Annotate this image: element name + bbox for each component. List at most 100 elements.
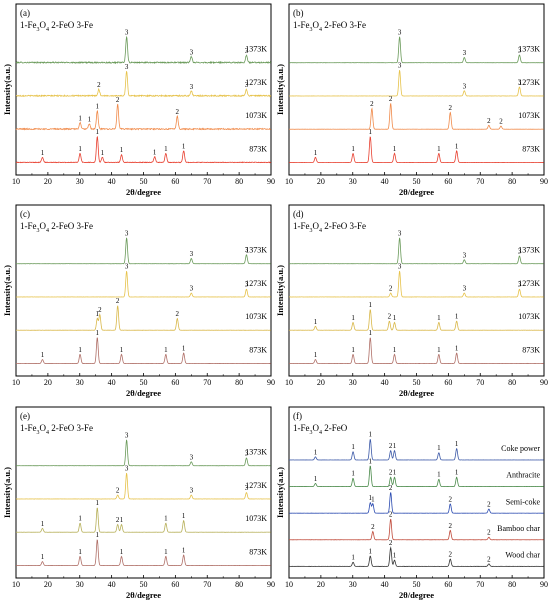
peak-label: 3 — [190, 83, 194, 91]
series-label: 873K — [249, 547, 267, 556]
x-tick-label: 70 — [476, 177, 484, 186]
peak-label: 3 — [398, 28, 402, 36]
x-tick-label: 90 — [267, 378, 275, 387]
peak-label: 1 — [437, 471, 441, 479]
peak-label: 3 — [518, 281, 522, 289]
series-label: Semi-coke — [506, 497, 541, 506]
x-tick-label: 90 — [540, 177, 548, 186]
x-tick-label: 30 — [76, 177, 84, 186]
peak-label: 1 — [369, 457, 373, 465]
series-line — [288, 518, 544, 541]
x-tick-label: 60 — [444, 580, 452, 589]
series-label: Coke power — [501, 444, 540, 453]
peak-label: 3 — [190, 487, 194, 495]
peak-label: 1 — [78, 346, 82, 354]
series-label: 1273K — [245, 481, 267, 490]
peak-label: 1 — [351, 346, 355, 354]
peak-label: 2 — [389, 95, 393, 103]
x-tick-label: 40 — [108, 580, 116, 589]
peak-label: 3 — [125, 465, 129, 473]
series-line — [288, 237, 544, 265]
peak-label: 1 — [455, 142, 459, 150]
x-tick-label: 90 — [267, 580, 275, 589]
peak-label: 1 — [164, 515, 168, 523]
peak-label: 2 — [449, 551, 453, 559]
peak-label: 1 — [96, 310, 100, 318]
peak-label: 2 — [487, 555, 491, 563]
peak-label: 3 — [245, 281, 249, 289]
peak-label: 1 — [314, 149, 318, 157]
peak-label: 2 — [97, 81, 101, 89]
x-tick-label: 70 — [476, 378, 484, 387]
x-tick-label: 10 — [285, 378, 293, 387]
series-line — [288, 439, 544, 461]
peak-label: 1 — [369, 431, 373, 439]
x-axis-label: 2θ/degree — [126, 187, 161, 197]
peak-label: 1 — [369, 329, 373, 337]
y-axis-label: Intensity(a.u.) — [275, 467, 285, 518]
phase-legend: 1-Fe3O4 2-FeO 3-Fe — [20, 423, 93, 436]
series-line — [15, 337, 271, 364]
series-line — [288, 136, 544, 163]
peak-label: 1 — [41, 351, 45, 359]
peak-label: 1 — [393, 442, 397, 450]
peak-label: 3 — [125, 263, 129, 271]
x-tick-label: 80 — [508, 378, 516, 387]
peak-label: 1 — [455, 313, 459, 321]
peak-label: 2 — [370, 100, 374, 108]
plot-frame — [15, 204, 272, 377]
x-tick-label: 40 — [381, 580, 389, 589]
x-tick-label: 50 — [140, 177, 148, 186]
series-line — [15, 136, 272, 164]
x-tick-label: 90 — [540, 580, 548, 589]
y-axis-label: Intensity(a.u.) — [275, 64, 285, 115]
x-tick-label: 50 — [140, 580, 148, 589]
panel-label: (d) — [293, 209, 304, 219]
x-tick-label: 40 — [108, 177, 116, 186]
x-tick-label: 80 — [508, 177, 516, 186]
peak-label: 1 — [369, 301, 373, 309]
x-tick-label: 10 — [12, 378, 20, 387]
peak-label: 1 — [393, 552, 397, 560]
peak-label: 3 — [398, 229, 402, 237]
peak-label: 2 — [389, 539, 393, 547]
x-tick-label: 80 — [508, 580, 516, 589]
peak-label: 2 — [388, 313, 392, 321]
peak-label: 2 — [98, 306, 102, 314]
series-label: Wood char — [505, 550, 540, 559]
peak-label: 1 — [393, 346, 397, 354]
series-label: 1273K — [518, 78, 540, 87]
peak-label: 1 — [96, 329, 100, 337]
peak-label: 3 — [125, 28, 129, 36]
peak-label: 2 — [116, 96, 120, 104]
series-label: 873K — [522, 345, 540, 354]
peak-label: 1 — [455, 345, 459, 353]
peak-label: 2 — [499, 118, 503, 126]
peak-label: 3 — [125, 229, 129, 237]
peak-label: 3 — [463, 82, 467, 90]
y-axis-label: Intensity(a.u.) — [2, 265, 12, 316]
peak-label: 1 — [351, 554, 355, 562]
panel-label: (c) — [20, 209, 30, 219]
x-tick-label: 30 — [349, 580, 357, 589]
series-line — [15, 35, 272, 65]
x-tick-label: 50 — [413, 177, 421, 186]
y-axis-label: Intensity(a.u.) — [2, 467, 12, 518]
panel-label: (f) — [293, 411, 302, 421]
x-tick-label: 20 — [317, 177, 325, 186]
phase-legend: 1-Fe3O4 2-FeO 3-Fe — [20, 20, 93, 33]
series-label: 1373K — [518, 246, 540, 255]
x-tick-label: 60 — [171, 177, 179, 186]
x-axis-label: 2θ/degree — [399, 388, 434, 398]
x-axis-label: 2θ/degree — [126, 388, 161, 398]
peak-label: 1 — [182, 547, 186, 555]
peak-label: 1 — [351, 443, 355, 451]
peak-label: 1 — [455, 440, 459, 448]
x-tick-label: 50 — [413, 580, 421, 589]
peak-label: 2 — [449, 104, 453, 112]
series-label: 1373K — [245, 448, 267, 457]
series-label: 1373K — [245, 45, 267, 54]
series-label: Anthracite — [506, 471, 540, 480]
peak-label: 1 — [164, 145, 168, 153]
